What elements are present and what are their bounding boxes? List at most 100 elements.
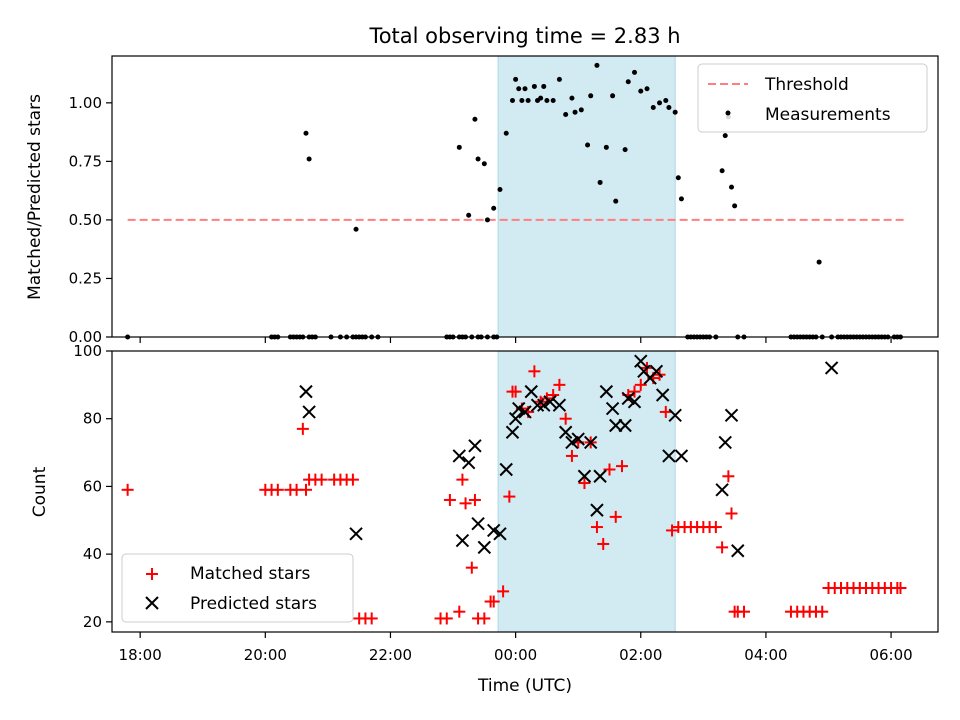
measurement-point: [513, 76, 519, 82]
y-tick-label: 60: [83, 477, 102, 495]
measurement-point: [678, 196, 684, 202]
predicted-star-point: [577, 469, 592, 483]
shaded-region-rect: [497, 350, 676, 633]
measurement-point: [644, 86, 650, 92]
predicted-star-point: [627, 395, 642, 409]
matched-star-point: [816, 605, 829, 618]
measurement-point: [509, 97, 515, 103]
y-tick-label: 100: [73, 342, 102, 360]
measurement-point: [538, 95, 544, 101]
matched-star-point: [459, 497, 472, 510]
measurement-point: [722, 133, 728, 139]
predicted-star-point: [571, 432, 585, 446]
matched-star-point: [894, 581, 907, 594]
top-axes-frame: [111, 55, 939, 338]
predicted-star-point: [590, 503, 604, 517]
measurement-point: [550, 97, 556, 103]
measurement-point: [632, 69, 638, 75]
matched-star-point: [346, 473, 359, 486]
matched-star-point: [738, 605, 751, 618]
predicted-star-point: [668, 408, 682, 423]
top-legend-box: [697, 63, 928, 133]
top-y-axis-ticks: 0.00 0.25 0.50 0.75 1.00: [69, 94, 112, 346]
matched-star-point: [634, 378, 647, 391]
predicted-star-point: [499, 462, 513, 477]
top-y-axis-label: Matched/Predicted stars: [25, 94, 45, 300]
measurement-point: [732, 203, 738, 209]
measurement-point: [525, 97, 531, 103]
chart-title: Total observing time = 2.83 h: [368, 24, 680, 48]
measurement-point: [675, 175, 681, 181]
predicted-star-point: [543, 395, 557, 409]
predicted-star-point: [468, 439, 482, 453]
legend-predicted-label: Predicted stars: [190, 594, 317, 614]
matched-star-point: [603, 463, 616, 476]
y-tick-label: 40: [83, 545, 102, 563]
x-tick-label: 02:00: [619, 646, 662, 664]
measurement-point: [353, 226, 359, 232]
measurement-point: [556, 76, 562, 82]
predicted-star-point: [552, 398, 567, 412]
matched-star-point: [497, 585, 510, 598]
measurement-point: [544, 97, 550, 103]
matched-star-point: [725, 507, 738, 520]
predicted-star-point: [715, 483, 729, 497]
matched-star-point: [559, 412, 572, 425]
top-x-axis-ticks: [139, 337, 892, 343]
y-tick-label: 0.50: [69, 211, 102, 229]
legend-predicted-swatch: [145, 596, 159, 610]
matched-star-point: [478, 612, 491, 625]
predicted-star-point: [731, 544, 745, 558]
predicted-star-point: [662, 449, 676, 463]
predicted-star-point: [618, 418, 632, 433]
measurement-point: [729, 184, 734, 190]
predicted-star-point: [621, 391, 635, 406]
measurement-point: [666, 105, 672, 111]
matched-star-point: [468, 493, 481, 506]
x-tick-label: 20:00: [244, 646, 287, 664]
matched-star-point: [299, 483, 312, 496]
measurement-point: [638, 88, 644, 94]
x-tick-label: 06:00: [869, 646, 912, 664]
predicted-star-point: [530, 398, 545, 412]
matched-star-point: [509, 385, 522, 398]
bottom-y-axis-ticks: 20 40 60 80 100: [73, 342, 112, 631]
measurement-point: [625, 79, 631, 85]
predicted-star-point: [634, 354, 648, 368]
matched-star-point: [487, 595, 500, 608]
matched-star-point: [716, 541, 729, 554]
matched-star-point: [565, 449, 578, 462]
matched-star-point: [722, 470, 735, 483]
bottom-x-axis-ticks: 18:00 20:00 22:00 00:00 02:00 04:00 06:00: [119, 632, 913, 664]
measurement-point: [572, 109, 578, 115]
predicted-star-point: [487, 523, 501, 538]
measurement-point: [475, 156, 481, 162]
matched-star-point: [453, 605, 466, 618]
x-tick-label: 18:00: [119, 646, 162, 664]
measurement-point: [503, 130, 509, 136]
matched-stars-series: [121, 361, 907, 625]
matched-star-point: [597, 537, 610, 550]
measurement-point: [563, 112, 569, 118]
y-tick-label: 20: [83, 613, 102, 631]
matched-star-point: [528, 365, 541, 378]
predicted-star-point: [471, 516, 485, 531]
matched-star-point: [440, 612, 453, 625]
measurement-point: [594, 62, 600, 68]
predicted-stars-series: [299, 354, 839, 558]
predicted-star-point: [599, 384, 614, 399]
measurement-point: [456, 144, 462, 150]
legend-measurements-label: Measurements: [765, 105, 891, 125]
predicted-star-point: [593, 469, 607, 483]
measurement-point: [522, 86, 528, 92]
predicted-star-point: [655, 388, 670, 402]
observing-window-shade-top: [497, 55, 676, 338]
predicted-star-point: [508, 412, 523, 426]
matched-star-point: [365, 612, 378, 625]
x-tick-label: 00:00: [494, 646, 537, 664]
predicted-star-point: [493, 527, 507, 541]
top-legend: Threshold Measurements: [697, 63, 928, 133]
y-tick-label: 1.00: [69, 94, 102, 112]
matched-star-point: [709, 521, 722, 534]
observing-window-shade-bottom: [497, 350, 676, 633]
